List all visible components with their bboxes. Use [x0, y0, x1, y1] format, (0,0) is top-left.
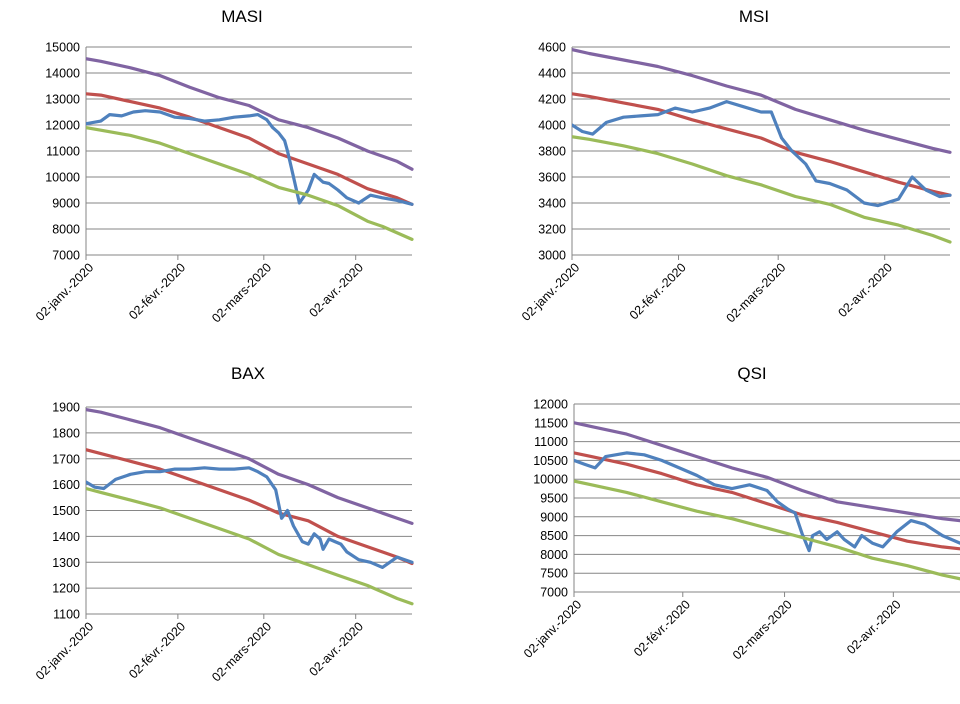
y-tick-label: 7000 [540, 586, 568, 600]
series-line [86, 57, 414, 171]
y-tick-label: 12000 [533, 398, 568, 412]
chart-svg-msi: MSI 3000 3200 3400 3600 3800 4000 4200 4400 4600 0… [519, 7, 952, 325]
x-tick-label: 02-janv.-2020 [521, 597, 584, 660]
y-tick-label: 1200 [52, 582, 80, 596]
y-tick-label: 1500 [52, 504, 80, 518]
x-tick-label: 02-mars-2020 [209, 260, 274, 325]
y-tick-label: 4600 [538, 41, 566, 55]
chart-title: MSI [739, 7, 769, 26]
y-tick-label: 13000 [45, 93, 80, 107]
y-tick-label: 15000 [45, 41, 80, 55]
y-tick-label: 14000 [45, 67, 80, 81]
series-line [574, 451, 960, 551]
chart-svg-qsi: QSI 7000 7500 8000 8500 9000 9500 10000 10500 110… [521, 364, 960, 662]
x-tick-label: 02-févr.-2020 [126, 619, 188, 681]
series-line [86, 125, 414, 241]
series-line [572, 99, 952, 208]
x-tick-label: 02-avr.-2020 [844, 597, 904, 657]
series-line [86, 407, 414, 525]
y-tick-label: 1100 [53, 608, 80, 622]
chart-panel-masi: MASI 7000 8000 9000 10000 11000 12000 13000 1400… [0, 0, 480, 352]
series-line [572, 135, 952, 244]
x-tick-label: 02-mars-2020 [209, 619, 274, 684]
chart-title: BAX [231, 364, 265, 383]
y-tick-label: 1800 [52, 426, 80, 440]
series-line [86, 92, 414, 206]
y-tick-label: 11500 [534, 416, 568, 430]
x-tick-label: 02-avr.-2020 [306, 619, 366, 679]
y-tick-label: 1900 [52, 401, 80, 415]
series-line [86, 448, 414, 566]
x-tick-label: 02-févr.-2020 [126, 260, 188, 322]
series-line [86, 486, 414, 606]
y-tick-label: 4000 [538, 119, 566, 133]
x-tick-label: 02-févr.-2020 [627, 260, 689, 322]
y-tick-label: 9500 [540, 492, 568, 506]
x-tick-label: 02-janv.-2020 [519, 260, 582, 323]
y-tick-label: 1400 [52, 530, 80, 544]
y-tick-label: 7500 [540, 567, 568, 581]
y-tick-label: 3400 [538, 197, 566, 211]
x-tick-label: 02-mars-2020 [724, 260, 789, 325]
chart-title: MASI [221, 7, 263, 26]
chart-panel-bax: BAX 1100 1200 1300 1400 1500 1600 1700 1800 1900 0… [0, 352, 480, 704]
y-tick-label: 8000 [52, 223, 80, 237]
y-tick-label: 1300 [52, 556, 80, 570]
y-tick-label: 11000 [46, 145, 80, 159]
series-line [574, 479, 960, 581]
series-line [86, 466, 414, 569]
y-tick-label: 8500 [540, 529, 568, 543]
y-tick-label: 3600 [538, 171, 566, 185]
x-tick-label: 02-avr.-2020 [835, 260, 895, 320]
chart-svg-bax: BAX 1100 1200 1300 1400 1500 1600 1700 1800 1900 0… [33, 364, 414, 684]
y-tick-label: 3200 [538, 223, 566, 237]
x-tick-label: 02-mars-2020 [730, 597, 795, 662]
chart-title: QSI [737, 364, 766, 383]
y-tick-label: 10000 [45, 171, 80, 185]
y-tick-label: 4200 [538, 93, 566, 107]
series-line [572, 92, 952, 197]
y-tick-label: 1700 [52, 452, 80, 466]
y-tick-label: 12000 [45, 119, 80, 133]
x-tick-label: 02-févr.-2020 [631, 597, 693, 659]
y-tick-label: 8000 [540, 548, 568, 562]
y-tick-label: 11000 [534, 435, 568, 449]
y-tick-label: 1600 [52, 478, 80, 492]
series-line [86, 109, 414, 206]
y-tick-label: 3000 [538, 249, 566, 263]
chart-panel-msi: MSI 3000 3200 3400 3600 3800 4000 4200 4400 4600 0… [480, 0, 960, 352]
y-tick-label: 10000 [533, 473, 568, 487]
y-tick-label: 3800 [538, 145, 566, 159]
series-line [572, 47, 952, 154]
y-tick-label: 4400 [538, 67, 566, 81]
y-tick-label: 7000 [52, 249, 80, 263]
x-tick-label: 02-avr.-2020 [306, 260, 366, 320]
series-line [574, 421, 960, 523]
y-tick-label: 10500 [533, 454, 568, 468]
y-tick-label: 9000 [540, 510, 568, 524]
chart-svg-masi: MASI 7000 8000 9000 10000 11000 12000 13000 1400… [33, 7, 414, 325]
series-line [574, 451, 960, 553]
y-tick-label: 9000 [52, 197, 80, 211]
x-tick-label: 02-janv.-2020 [33, 260, 96, 323]
chart-panel-qsi: QSI 7000 7500 8000 8500 9000 9500 10000 10500 110… [480, 352, 960, 704]
x-tick-label: 02-janv.-2020 [33, 619, 96, 682]
